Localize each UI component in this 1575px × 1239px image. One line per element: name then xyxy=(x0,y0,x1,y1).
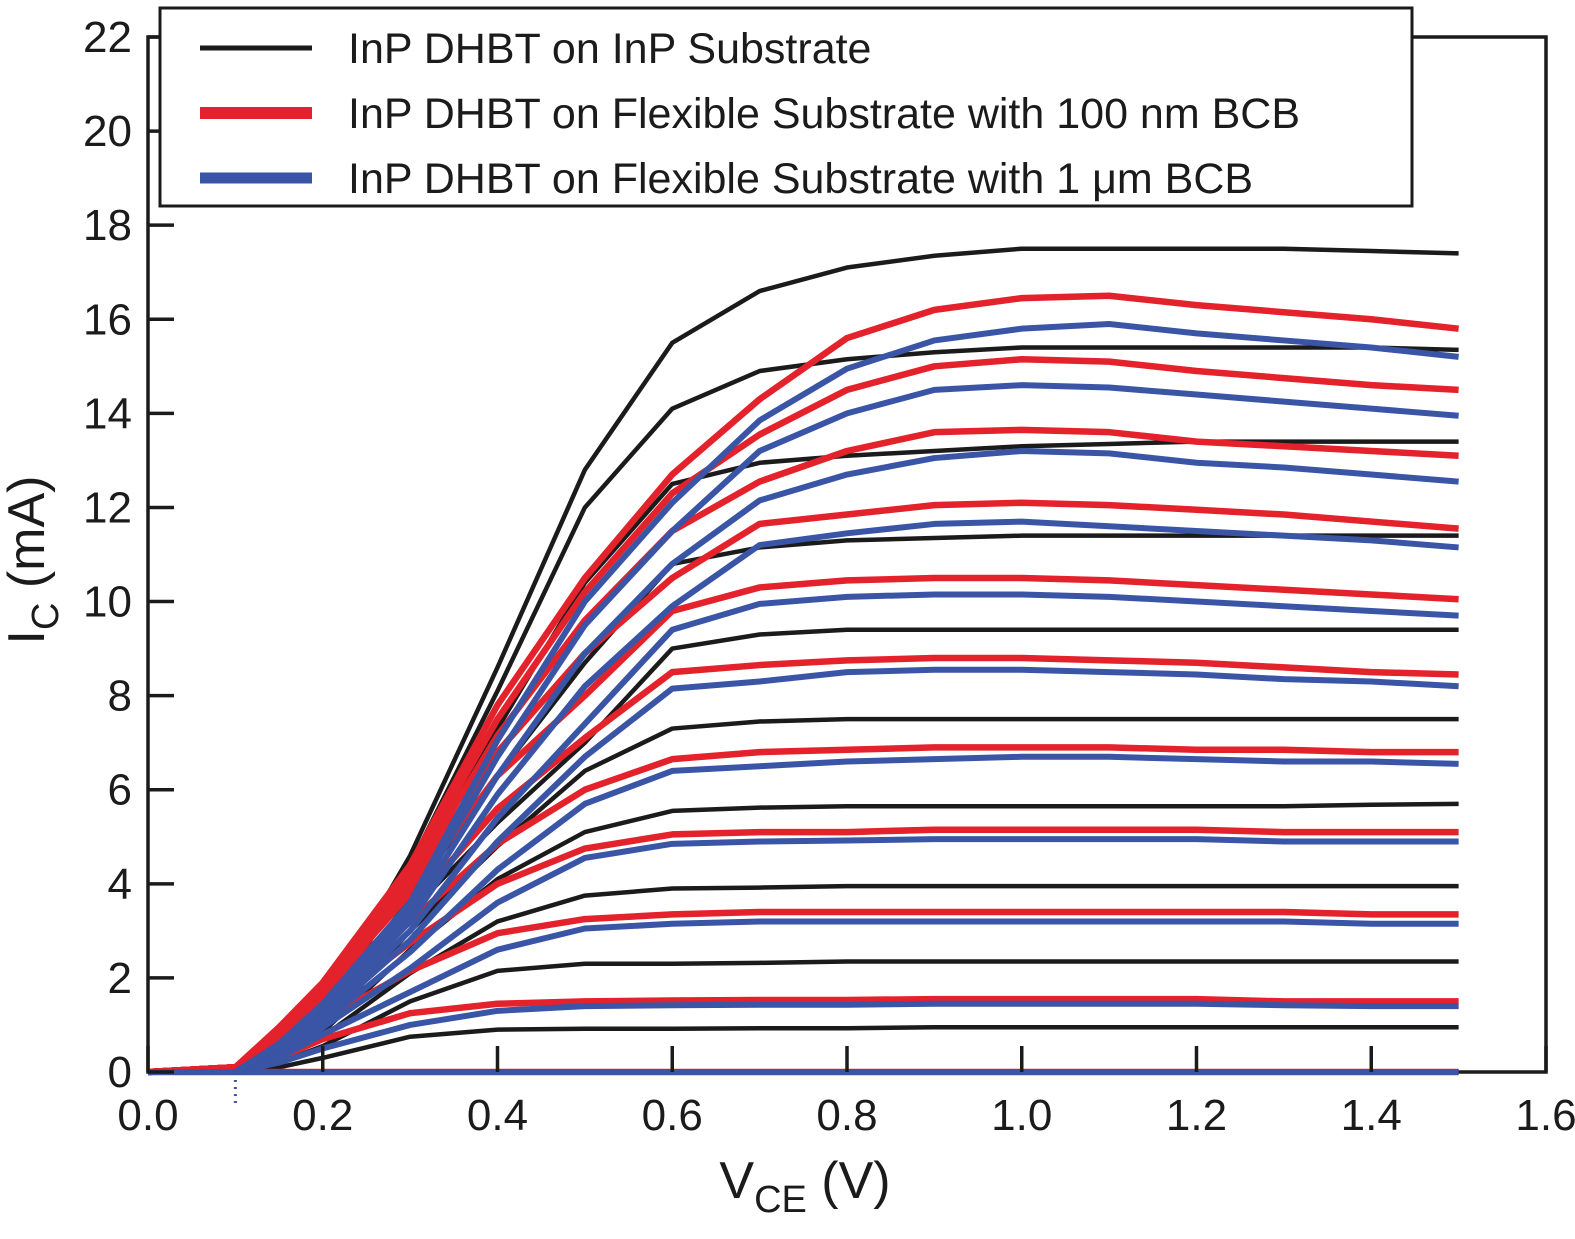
legend-label-black: InP DHBT on InP Substrate xyxy=(348,25,871,73)
x-tick-label: 0.4 xyxy=(467,1091,528,1140)
x-tick-label: 1.0 xyxy=(991,1091,1052,1140)
axis-ticks xyxy=(146,35,1548,1104)
y-tick-label: 16 xyxy=(83,295,132,344)
x-tick-label: 0.6 xyxy=(642,1091,703,1140)
legend: InP DHBT on InP Substrate InP DHBT on Fle… xyxy=(158,6,1414,208)
y-axis-title: IC (mA) xyxy=(0,476,67,645)
y-tick-label: 6 xyxy=(108,766,132,815)
x-tick-label: 1.2 xyxy=(1166,1091,1227,1140)
x-tick-label: 0.2 xyxy=(292,1091,353,1140)
curve-families xyxy=(147,246,1459,1076)
curve-red-1 xyxy=(147,292,1459,1076)
curve-blue-1 xyxy=(148,320,1459,1075)
y-tick-label: 2 xyxy=(108,954,132,1003)
x-tick-label: 1.4 xyxy=(1341,1091,1402,1140)
x-tick-label: 0.8 xyxy=(816,1091,877,1140)
legend-label-red: InP DHBT on Flexible Substrate with 100 … xyxy=(348,90,1300,138)
x-axis-symbol: V xyxy=(719,1152,754,1210)
x-axis-title: VCE (V) xyxy=(719,1152,890,1221)
y-tick-label: 0 xyxy=(108,1048,132,1097)
y-tick-label: 10 xyxy=(83,578,132,627)
y-tick-label: 8 xyxy=(108,672,132,721)
curve-blue-8 xyxy=(148,836,1459,1075)
y-tick-label: 22 xyxy=(83,13,132,62)
y-tick-label: 4 xyxy=(108,860,132,909)
x-axis-subscript: CE xyxy=(754,1179,807,1221)
curve-black-10 xyxy=(148,1025,1459,1075)
y-tick-label: 20 xyxy=(83,107,132,156)
y-axis-subscript: C xyxy=(25,603,67,630)
y-axis-symbol: I xyxy=(0,630,56,644)
curve-blue-7 xyxy=(148,753,1459,1075)
x-tick-label: 0.0 xyxy=(117,1091,178,1140)
curve-blue-10 xyxy=(148,1000,1459,1075)
legend-label-blue: InP DHBT on Flexible Substrate with 1 μm… xyxy=(348,155,1253,203)
y-tick-label: 14 xyxy=(83,389,132,438)
axis-tick-labels: 0.0 0.2 0.4 0.6 0.8 1.0 1.2 1.4 1.6 0 2 4 6 8 10 12 14 16… xyxy=(83,13,1575,1140)
x-axis-unit: (V) xyxy=(807,1152,891,1210)
x-tick-label: 1.6 xyxy=(1515,1091,1575,1140)
y-axis-unit: (mA) xyxy=(0,476,56,603)
y-tick-label: 12 xyxy=(83,483,132,532)
curve-blue-9 xyxy=(148,918,1459,1075)
y-tick-label: 18 xyxy=(83,201,132,250)
legend-box xyxy=(158,6,1414,208)
